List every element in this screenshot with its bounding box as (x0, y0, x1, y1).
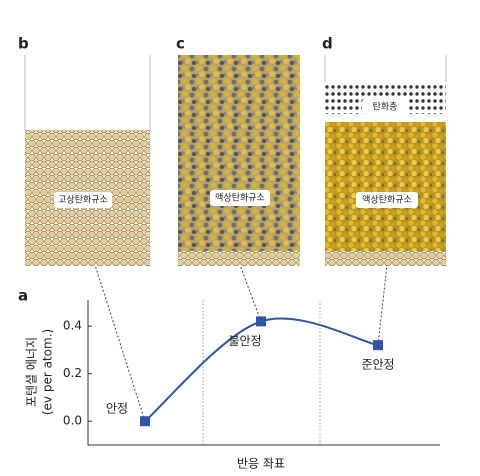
y-axis-unit: (ev per atom.) (41, 329, 55, 415)
liquid (325, 122, 446, 251)
point-label: 준안정 (361, 358, 394, 372)
label-box (54, 192, 112, 208)
y-tick-label: 0.4 (63, 319, 82, 333)
layer-label: 탄화층 (373, 102, 398, 113)
point-label: 불안정 (228, 334, 261, 348)
y-tick-label: 0.0 (63, 414, 82, 428)
panel-letter: a (18, 287, 28, 305)
crystal (325, 251, 446, 266)
connector (377, 264, 388, 346)
x-axis-label: 반응 좌표 (237, 457, 285, 471)
crystal (178, 251, 300, 266)
point (373, 340, 383, 351)
connector (94, 264, 146, 422)
connector (239, 264, 262, 322)
label-box (210, 190, 270, 206)
panel-label: 고상탄화규소 (58, 195, 108, 206)
label-box (362, 99, 408, 115)
label-box (356, 192, 418, 208)
mixed-phase (178, 55, 300, 251)
point (256, 316, 266, 327)
y-tick-label: 0.2 (63, 366, 82, 380)
panel-letter: b (18, 35, 29, 53)
y-axis-label: 포텐셜 에너지 (25, 337, 39, 407)
panel-letter: d (322, 35, 333, 53)
panel-label: 액상탄화규소 (215, 192, 265, 204)
panel-label: 액상탄화규소 (362, 194, 412, 206)
point-label: 안정 (106, 402, 128, 416)
point (140, 416, 150, 427)
panel-letter: c (176, 35, 185, 53)
